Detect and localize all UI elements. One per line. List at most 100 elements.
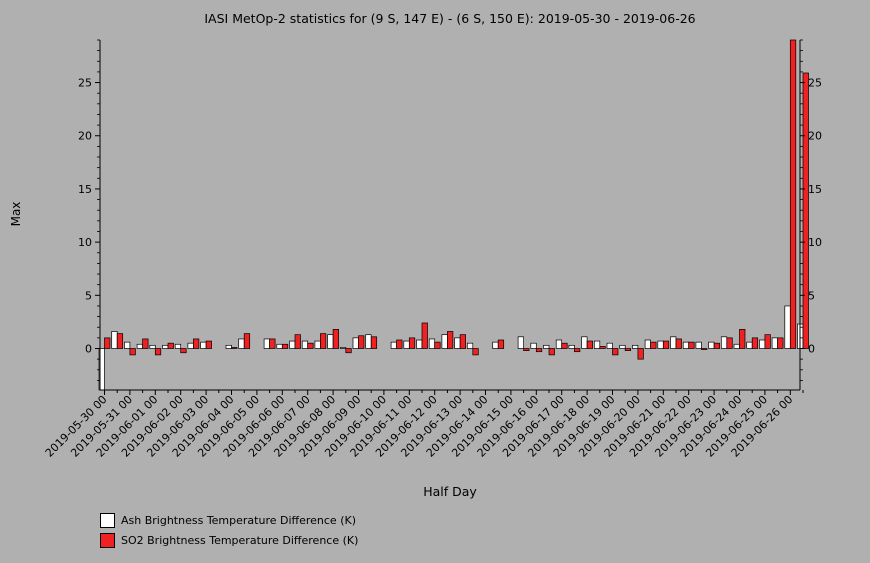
ash-bar xyxy=(708,341,715,349)
so2-bar xyxy=(281,343,289,349)
so2-bar xyxy=(523,348,530,351)
ash-bar xyxy=(416,339,423,349)
so2-bar xyxy=(243,333,251,349)
so2-bar xyxy=(739,329,746,349)
so2-bar xyxy=(574,348,581,353)
ash-bar xyxy=(720,336,728,349)
ash-bar xyxy=(428,338,436,349)
so2-bar xyxy=(751,337,759,349)
ash-bar xyxy=(390,341,397,349)
ash-bar xyxy=(327,334,334,349)
so2-bar xyxy=(231,347,238,349)
so2-bar xyxy=(116,333,124,349)
so2-bar xyxy=(497,339,505,349)
ash-bar xyxy=(784,305,791,349)
chart-title: IASI MetOp-2 statistics for (9 S, 147 E)… xyxy=(204,11,695,26)
ash-bar xyxy=(619,344,626,349)
so2-bar xyxy=(802,72,809,349)
so2-bar xyxy=(701,348,708,350)
so2-bar xyxy=(624,348,632,351)
y-tick-label-right: 10 xyxy=(808,236,822,249)
so2-bar xyxy=(447,331,454,349)
ash-bar xyxy=(187,342,194,349)
ash-bar xyxy=(517,336,524,349)
ash-bar xyxy=(301,340,309,349)
ash-bar xyxy=(606,342,613,349)
legend-item-ash: Ash Brightness Temperature Difference (K… xyxy=(100,513,356,528)
ash-bar xyxy=(124,341,131,349)
ash-bar xyxy=(759,339,766,349)
y-tick-label-right: 0 xyxy=(808,343,815,356)
ash-bar xyxy=(149,344,156,349)
y-ticks-group: 0 0 5 5 10 10 15 15 20 20 25 25 xyxy=(78,39,822,381)
ash-bar xyxy=(632,344,639,349)
so2-bar xyxy=(637,348,644,360)
so2-bar xyxy=(764,334,771,349)
so2-bar xyxy=(205,340,212,349)
ash-bar xyxy=(339,347,347,349)
ash-bar xyxy=(441,334,448,349)
so2-bar xyxy=(408,337,416,349)
ash-bar xyxy=(746,341,753,349)
ash-bar xyxy=(200,341,207,349)
x-axis-label: Half Day xyxy=(423,484,477,499)
legend-swatch-ash xyxy=(100,513,115,528)
ash-bar xyxy=(403,340,410,349)
ash-bar xyxy=(530,342,537,349)
so2-bar xyxy=(434,341,441,349)
ash-bar xyxy=(365,334,372,349)
ash-bar xyxy=(682,341,690,349)
so2-bar xyxy=(104,337,111,349)
so2-bar xyxy=(358,335,365,349)
so2-bar xyxy=(167,342,174,349)
y-tick-label-right: 25 xyxy=(808,77,822,90)
so2-bar xyxy=(789,39,797,349)
ash-bar xyxy=(593,340,601,349)
y-tick-label-left: 5 xyxy=(85,289,92,302)
ash-bar xyxy=(352,337,359,349)
ash-bar xyxy=(136,343,143,349)
so2-bar xyxy=(345,348,352,354)
so2-bar xyxy=(320,333,327,349)
axes-group xyxy=(99,40,801,391)
so2-bar xyxy=(421,322,428,349)
so2-bar xyxy=(688,341,695,349)
ash-bar xyxy=(695,341,702,349)
ash-bar xyxy=(263,338,270,349)
legend-label-ash: Ash Brightness Temperature Difference (K… xyxy=(121,514,356,527)
ash-bar xyxy=(543,344,550,349)
so2-bar xyxy=(612,348,619,356)
so2-bar xyxy=(548,348,555,356)
ash-bar xyxy=(555,339,563,349)
y-tick-label-right: 15 xyxy=(808,183,822,196)
ash-bar xyxy=(111,331,118,349)
ash-bar xyxy=(276,343,283,349)
ash-bar xyxy=(644,339,651,349)
so2-bar xyxy=(713,342,720,349)
so2-bar xyxy=(561,342,568,349)
ash-bar xyxy=(492,341,499,349)
ash-bar xyxy=(162,344,169,349)
ash-bar xyxy=(657,340,664,349)
y-tick-label-left: 20 xyxy=(78,130,92,143)
so2-bar xyxy=(586,340,593,349)
ash-bar xyxy=(454,337,461,349)
y-axis-label: Max xyxy=(9,202,23,227)
so2-bar xyxy=(535,348,543,353)
y-tick-label-left: 15 xyxy=(78,183,92,196)
ash-bar xyxy=(568,344,575,349)
ash-bar xyxy=(238,338,245,349)
so2-bar xyxy=(396,339,403,349)
so2-bar xyxy=(370,336,378,349)
so2-bar xyxy=(726,337,733,349)
so2-bar xyxy=(459,334,466,349)
so2-bar xyxy=(332,329,339,349)
ash-bar xyxy=(289,340,296,349)
y-tick-label-left: 0 xyxy=(85,343,92,356)
legend-label-so2: SO2 Brightness Temperature Difference (K… xyxy=(121,534,359,547)
so2-bar xyxy=(269,338,276,349)
ash-bar xyxy=(771,337,778,349)
so2-bar xyxy=(662,340,670,349)
ash-bar xyxy=(581,336,588,349)
